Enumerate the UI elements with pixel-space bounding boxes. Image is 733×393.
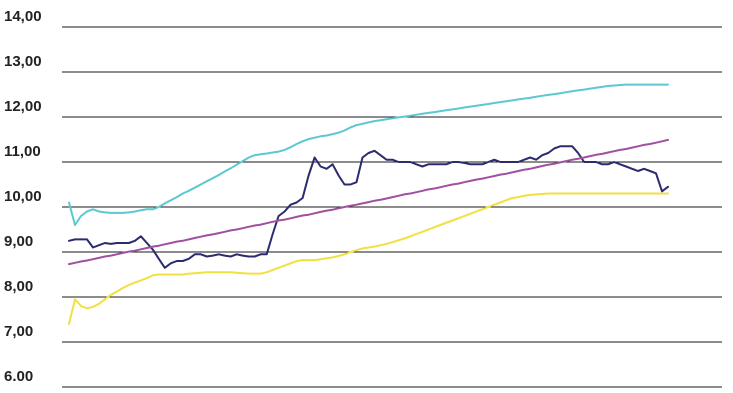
y-tick-label: 11,00 [4,143,41,160]
y-tick-label: 10,00 [4,188,42,205]
gridlines [62,26,722,388]
series-lines [68,83,669,325]
y-axis-tick-labels: 14,00 13,00 12,00 11,00 10,00 9,00 8,00 7,00 6.0… [4,8,42,385]
y-tick-label: 7,00 [4,323,33,340]
series-line-2 [68,83,669,226]
y-tick-label: 6.00 [4,368,33,385]
series-line-1 [68,145,669,269]
y-tick-label: 9,00 [4,233,33,250]
y-tick-label: 13,00 [4,53,42,70]
y-tick-label: 8,00 [4,278,33,295]
y-tick-label: 14,00 [4,8,42,25]
y-tick-label: 12,00 [4,98,42,115]
series-line-3 [68,192,669,325]
series-line-4 [68,138,669,266]
